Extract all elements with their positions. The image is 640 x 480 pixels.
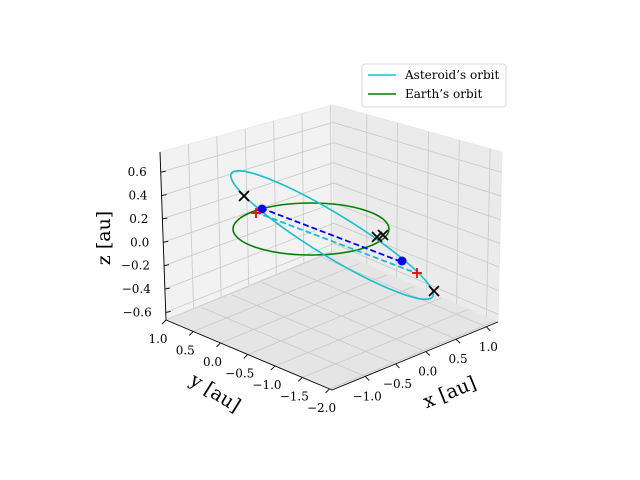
z-tick-mark (163, 264, 170, 267)
x-tick-mark (425, 351, 431, 356)
z-tick-label: 0.0 (130, 235, 149, 249)
y-gridline (244, 128, 250, 286)
x-gridline (456, 140, 460, 304)
earth-orbit (232, 202, 390, 256)
y-gridline (216, 136, 222, 298)
red-plus-markers (251, 208, 422, 278)
blue-point (257, 204, 267, 214)
y-gridline (247, 286, 414, 355)
x-tick-label: −1.0 (353, 389, 382, 403)
z-gridline (333, 142, 502, 197)
z-axis-label: z [au] (93, 211, 115, 265)
y-gridline (193, 263, 360, 332)
y-tick-mark (161, 319, 167, 325)
asteroid-orbit (229, 169, 435, 301)
x-marker (371, 231, 383, 243)
y-tick-label: −0.5 (225, 366, 254, 380)
y-tick-mark (188, 331, 194, 336)
z-gridline (333, 122, 502, 173)
x-tick-label: 1.0 (479, 340, 498, 354)
y-tick-mark (216, 342, 221, 348)
z-tick-mark (162, 217, 168, 220)
legend-label-earth: Earth’s orbit (405, 87, 482, 101)
blue-point (397, 256, 407, 266)
y-gridline (273, 121, 277, 275)
plus-marker (251, 208, 261, 218)
y-gridline (220, 274, 387, 344)
z-tick-label: −0.6 (123, 305, 152, 319)
axis-lines (159, 151, 499, 391)
x-gridline (396, 122, 399, 278)
z-gridline (333, 202, 500, 268)
z-gridline (333, 243, 499, 315)
z-axis-line (159, 151, 167, 321)
y-tick-mark (270, 365, 276, 371)
z-tick-label: −0.4 (122, 282, 152, 296)
y-tick-label: 1.0 (148, 332, 167, 346)
x-tick-mark (455, 338, 461, 344)
z-gridline (333, 182, 500, 244)
y-gridline (274, 297, 442, 367)
x-marker (428, 285, 440, 297)
x-tick-mark (364, 376, 370, 381)
x-gridline (231, 294, 396, 365)
x-marker (238, 190, 250, 202)
x-tick-label: 0.5 (449, 352, 468, 366)
z-gridline (164, 222, 334, 290)
z-gridline (333, 222, 499, 292)
z-tick-mark (164, 287, 170, 290)
z-gridline (163, 202, 334, 267)
x-tick-mark (486, 326, 491, 332)
legend: Asteroid’s orbit Earth’s orbit (361, 63, 507, 108)
z-tick-label: −0.2 (121, 259, 150, 273)
legend-box (361, 63, 507, 108)
legend-label-asteroid: Asteroid’s orbit (404, 68, 499, 82)
z-tick-mark (160, 170, 166, 173)
y-tick-label: −2.0 (307, 401, 336, 415)
x-marker (377, 229, 389, 241)
y-gridline (165, 251, 333, 321)
y-gridline (301, 113, 305, 263)
z-tick-mark (165, 310, 171, 313)
x-tick-label: −0.5 (383, 377, 412, 391)
dashed-link-cyan (254, 211, 417, 274)
z-gridline (160, 122, 334, 173)
plus-marker (412, 268, 422, 278)
y-axis-line (165, 319, 333, 391)
z-tick-label: 0.6 (128, 165, 147, 179)
y-tick-mark (297, 377, 303, 382)
y-tick-label: 0.0 (203, 355, 222, 369)
x-tick-label: 0.0 (418, 365, 437, 379)
x-gridline (426, 131, 429, 291)
x-axis-line (331, 321, 499, 391)
y-gridline (188, 144, 194, 309)
z-tick-mark (163, 240, 169, 243)
z-tick-label: 0.4 (128, 189, 147, 203)
y-tick-mark (243, 354, 249, 359)
x-gridline (486, 148, 491, 317)
x-tick-mark (395, 363, 400, 369)
y-tick-mark (325, 388, 330, 394)
x-ticks: −1.0−0.5 0.0 0.5 1.0 (353, 326, 498, 403)
y-gridline (329, 320, 496, 390)
x-gridline (201, 307, 366, 377)
y-tick-label: −1.5 (280, 389, 309, 403)
y-tick-label: 0.5 (176, 343, 195, 357)
dashed-link-blue (260, 207, 403, 263)
y-gridline (302, 309, 469, 378)
z-gridline (161, 142, 334, 196)
y-tick-label: −1.0 (252, 378, 281, 392)
x-gridline (292, 269, 457, 340)
x-gridline (262, 282, 426, 352)
z-gridline (333, 162, 501, 221)
black-x-markers (238, 190, 440, 297)
y-ticks: 1.0 0.5 0.0−0.5−1.0−1.5−2.0 (148, 319, 336, 415)
z-tick-label: 0.2 (129, 212, 148, 226)
y-gridline (330, 105, 332, 252)
z-tick-mark (161, 194, 167, 196)
z-ticks: 0.6 0.4 0.2 0.0 −0.2 −0.4 −0.6 (121, 165, 171, 319)
blue-point-markers (257, 204, 407, 266)
